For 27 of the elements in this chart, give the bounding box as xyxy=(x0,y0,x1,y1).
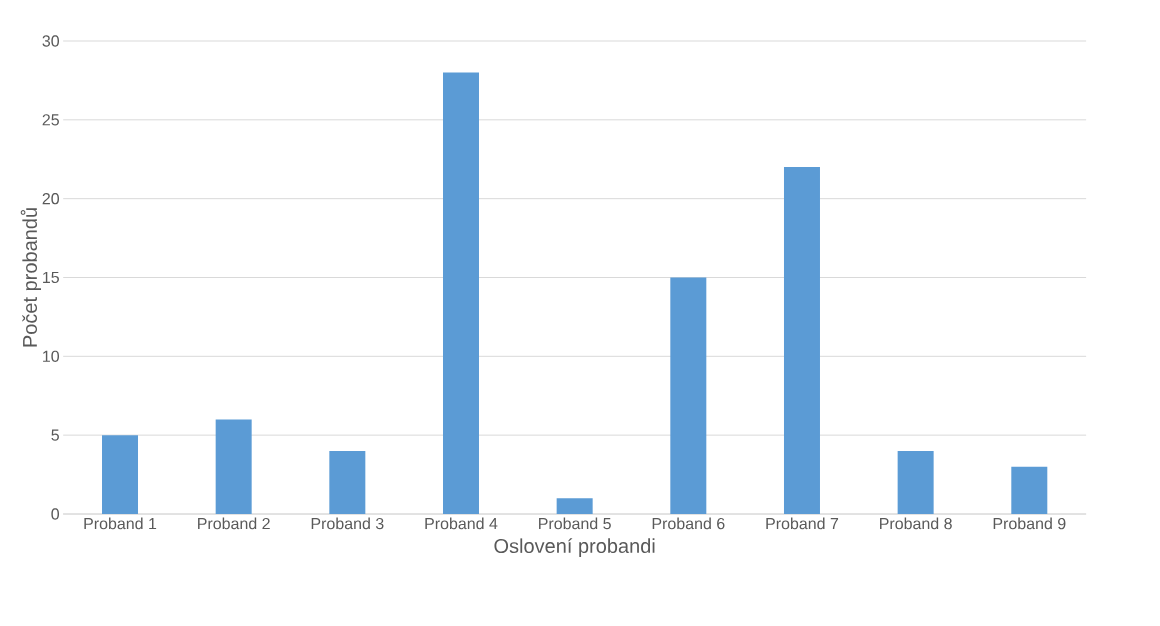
bar xyxy=(783,167,820,514)
bar xyxy=(215,419,252,514)
x-tick-label: Proband 5 xyxy=(539,517,611,530)
y-tick-label: 15 xyxy=(43,271,59,284)
bar xyxy=(102,435,139,514)
x-tick-label: Proband 8 xyxy=(880,517,952,530)
x-tick-label: Proband 6 xyxy=(652,517,725,530)
y-tick-label: 30 xyxy=(42,35,60,47)
y-tick-label: 0 xyxy=(51,508,60,520)
x-axis-title: Oslovení probandi xyxy=(494,538,655,558)
x-tick-label: Proband 7 xyxy=(766,517,839,530)
y-tick-label: 5 xyxy=(51,429,59,441)
x-tick-label: Proband 3 xyxy=(311,517,384,530)
x-tick-label: Proband 4 xyxy=(425,517,498,530)
y-tick-label: 20 xyxy=(42,193,60,205)
x-tick-label: Proband 1 xyxy=(84,517,157,530)
bar xyxy=(556,498,593,514)
y-tick-label: 25 xyxy=(42,114,59,126)
y-tick-label: 10 xyxy=(43,350,60,362)
bar xyxy=(897,450,934,514)
bar xyxy=(443,72,479,514)
x-tick-label: Proband 2 xyxy=(198,517,270,530)
bar xyxy=(670,277,707,514)
bar xyxy=(329,450,366,514)
y-axis-title: Počet probandů xyxy=(20,208,41,347)
x-tick-label: Proband 9 xyxy=(993,517,1066,530)
bar xyxy=(1011,466,1048,514)
